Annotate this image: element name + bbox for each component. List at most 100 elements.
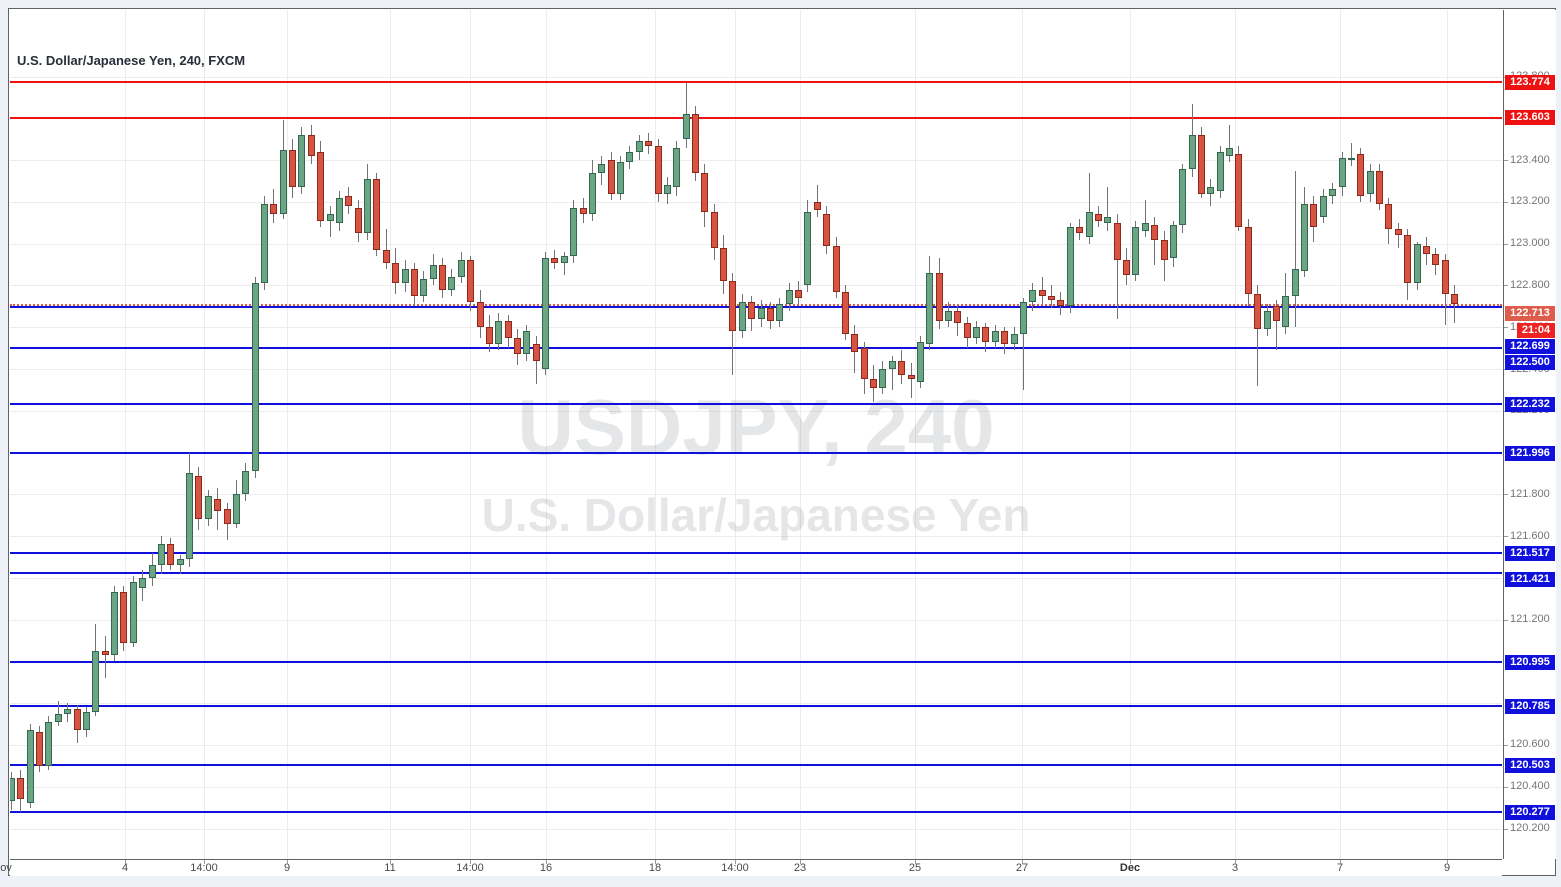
symbol-legend[interactable]: U.S. Dollar/Japanese Yen, 240, FXCM — [17, 53, 246, 68]
support-price-label: 120.277 — [1505, 804, 1555, 820]
candle-body — [748, 302, 756, 319]
candle-body — [1282, 295, 1290, 328]
candle-wick — [1275, 300, 1277, 351]
candle-body — [954, 310, 962, 324]
axis-tick — [1447, 860, 1448, 864]
candle-body — [870, 379, 878, 388]
time-axis[interactable]: ov 4 14:00 9 11 14:00 16 18 14:00 23 25 27 Dec 3 7 9 — [0, 859, 1502, 876]
candle-body — [1076, 227, 1084, 234]
grid-vline — [1022, 10, 1023, 859]
chart-frame: USDJPY, 240 U.S. Dollar/Japanese Yen U.S… — [0, 8, 1556, 876]
price-axis[interactable]: 123.800123.400123.200123.000122.800122.6… — [1503, 10, 1556, 859]
support-line[interactable] — [10, 347, 1502, 350]
candle-body — [289, 149, 297, 188]
candle-body — [1057, 300, 1065, 307]
candle-body — [729, 281, 737, 332]
candle-body — [860, 348, 868, 380]
support-line[interactable] — [10, 764, 1502, 767]
candle-body — [907, 375, 915, 380]
candle-body — [1338, 158, 1346, 188]
candle-body — [1272, 306, 1280, 321]
candle-body — [888, 360, 896, 369]
countdown-label: 21:04 — [1517, 322, 1555, 338]
resistance-line[interactable] — [10, 81, 1502, 84]
candle-body — [1179, 168, 1187, 225]
candle-body — [82, 711, 90, 731]
candle-body — [317, 151, 325, 221]
grid-hline — [10, 536, 1502, 537]
candle-body — [364, 178, 372, 234]
candle-body — [1085, 212, 1093, 238]
axis-tick — [125, 860, 126, 864]
support-line[interactable] — [10, 572, 1502, 575]
candle-body — [467, 260, 475, 303]
candle-wick — [1350, 143, 1352, 167]
candle-wick — [1022, 298, 1024, 390]
candle-body — [1441, 260, 1449, 294]
candle-body — [1094, 214, 1102, 221]
price-tick-label: 120.200 — [1510, 822, 1550, 834]
candle-body — [1132, 227, 1140, 276]
axis-corner — [1503, 859, 1555, 875]
candle-body — [785, 289, 793, 305]
grid-vline — [1130, 10, 1131, 859]
current-price-line — [10, 303, 1502, 306]
axis-tick — [287, 860, 288, 864]
candle-body — [1450, 293, 1458, 304]
candle-body — [607, 160, 615, 194]
candle-body — [73, 709, 81, 731]
time-label: 11 — [384, 862, 396, 874]
candle-body — [766, 308, 774, 321]
axis-tick — [1504, 536, 1508, 538]
price-tick-label: 123.400 — [1510, 153, 1550, 166]
support-line[interactable] — [10, 705, 1502, 708]
support-line[interactable] — [10, 452, 1502, 455]
time-label: 23 — [793, 862, 807, 874]
grid-hline — [10, 160, 1502, 161]
resistance-line[interactable] — [10, 116, 1502, 119]
grid-vline — [287, 10, 288, 859]
candle-wick — [1107, 187, 1109, 232]
grid-vline — [915, 10, 916, 859]
candle-body — [823, 214, 831, 246]
candle-body — [560, 256, 568, 263]
support-price-label: 120.995 — [1505, 654, 1555, 670]
candle-wick — [1229, 124, 1231, 163]
grid-vline — [204, 10, 205, 859]
support-line[interactable] — [10, 403, 1502, 406]
candle-body — [1347, 158, 1355, 161]
candle-body — [401, 268, 409, 284]
plot-area[interactable]: USDJPY, 240 U.S. Dollar/Japanese Yen — [10, 10, 1502, 859]
candle-body — [448, 277, 456, 290]
candle-body — [279, 149, 287, 215]
candle-body — [476, 302, 484, 328]
support-line[interactable] — [10, 552, 1502, 555]
candle-wick — [1397, 222, 1399, 248]
candle-body — [832, 245, 840, 292]
support-line[interactable] — [10, 305, 1502, 308]
candle-body — [851, 333, 859, 353]
candle-body — [663, 185, 671, 194]
candle-body — [485, 327, 493, 344]
candle-body — [635, 141, 643, 152]
candle-body — [945, 310, 952, 321]
candle-body — [429, 264, 437, 280]
candle-body — [176, 559, 184, 566]
candle-body — [1169, 224, 1177, 259]
candle-body — [45, 721, 53, 766]
time-label: 14:00 — [190, 862, 218, 874]
support-line[interactable] — [10, 661, 1502, 664]
candle-body — [457, 260, 465, 278]
candle-body — [1413, 243, 1421, 284]
candle-body — [111, 592, 119, 656]
candle-body — [1160, 239, 1168, 261]
candle-body — [570, 208, 578, 257]
axis-tick — [390, 860, 391, 864]
candle-body — [617, 162, 625, 194]
candle-wick — [910, 362, 912, 399]
grid-hline — [10, 494, 1502, 495]
candle-body — [1404, 235, 1412, 284]
support-price-label: 122.699 — [1505, 338, 1555, 354]
candle-body — [345, 195, 353, 207]
support-line[interactable] — [10, 811, 1502, 814]
